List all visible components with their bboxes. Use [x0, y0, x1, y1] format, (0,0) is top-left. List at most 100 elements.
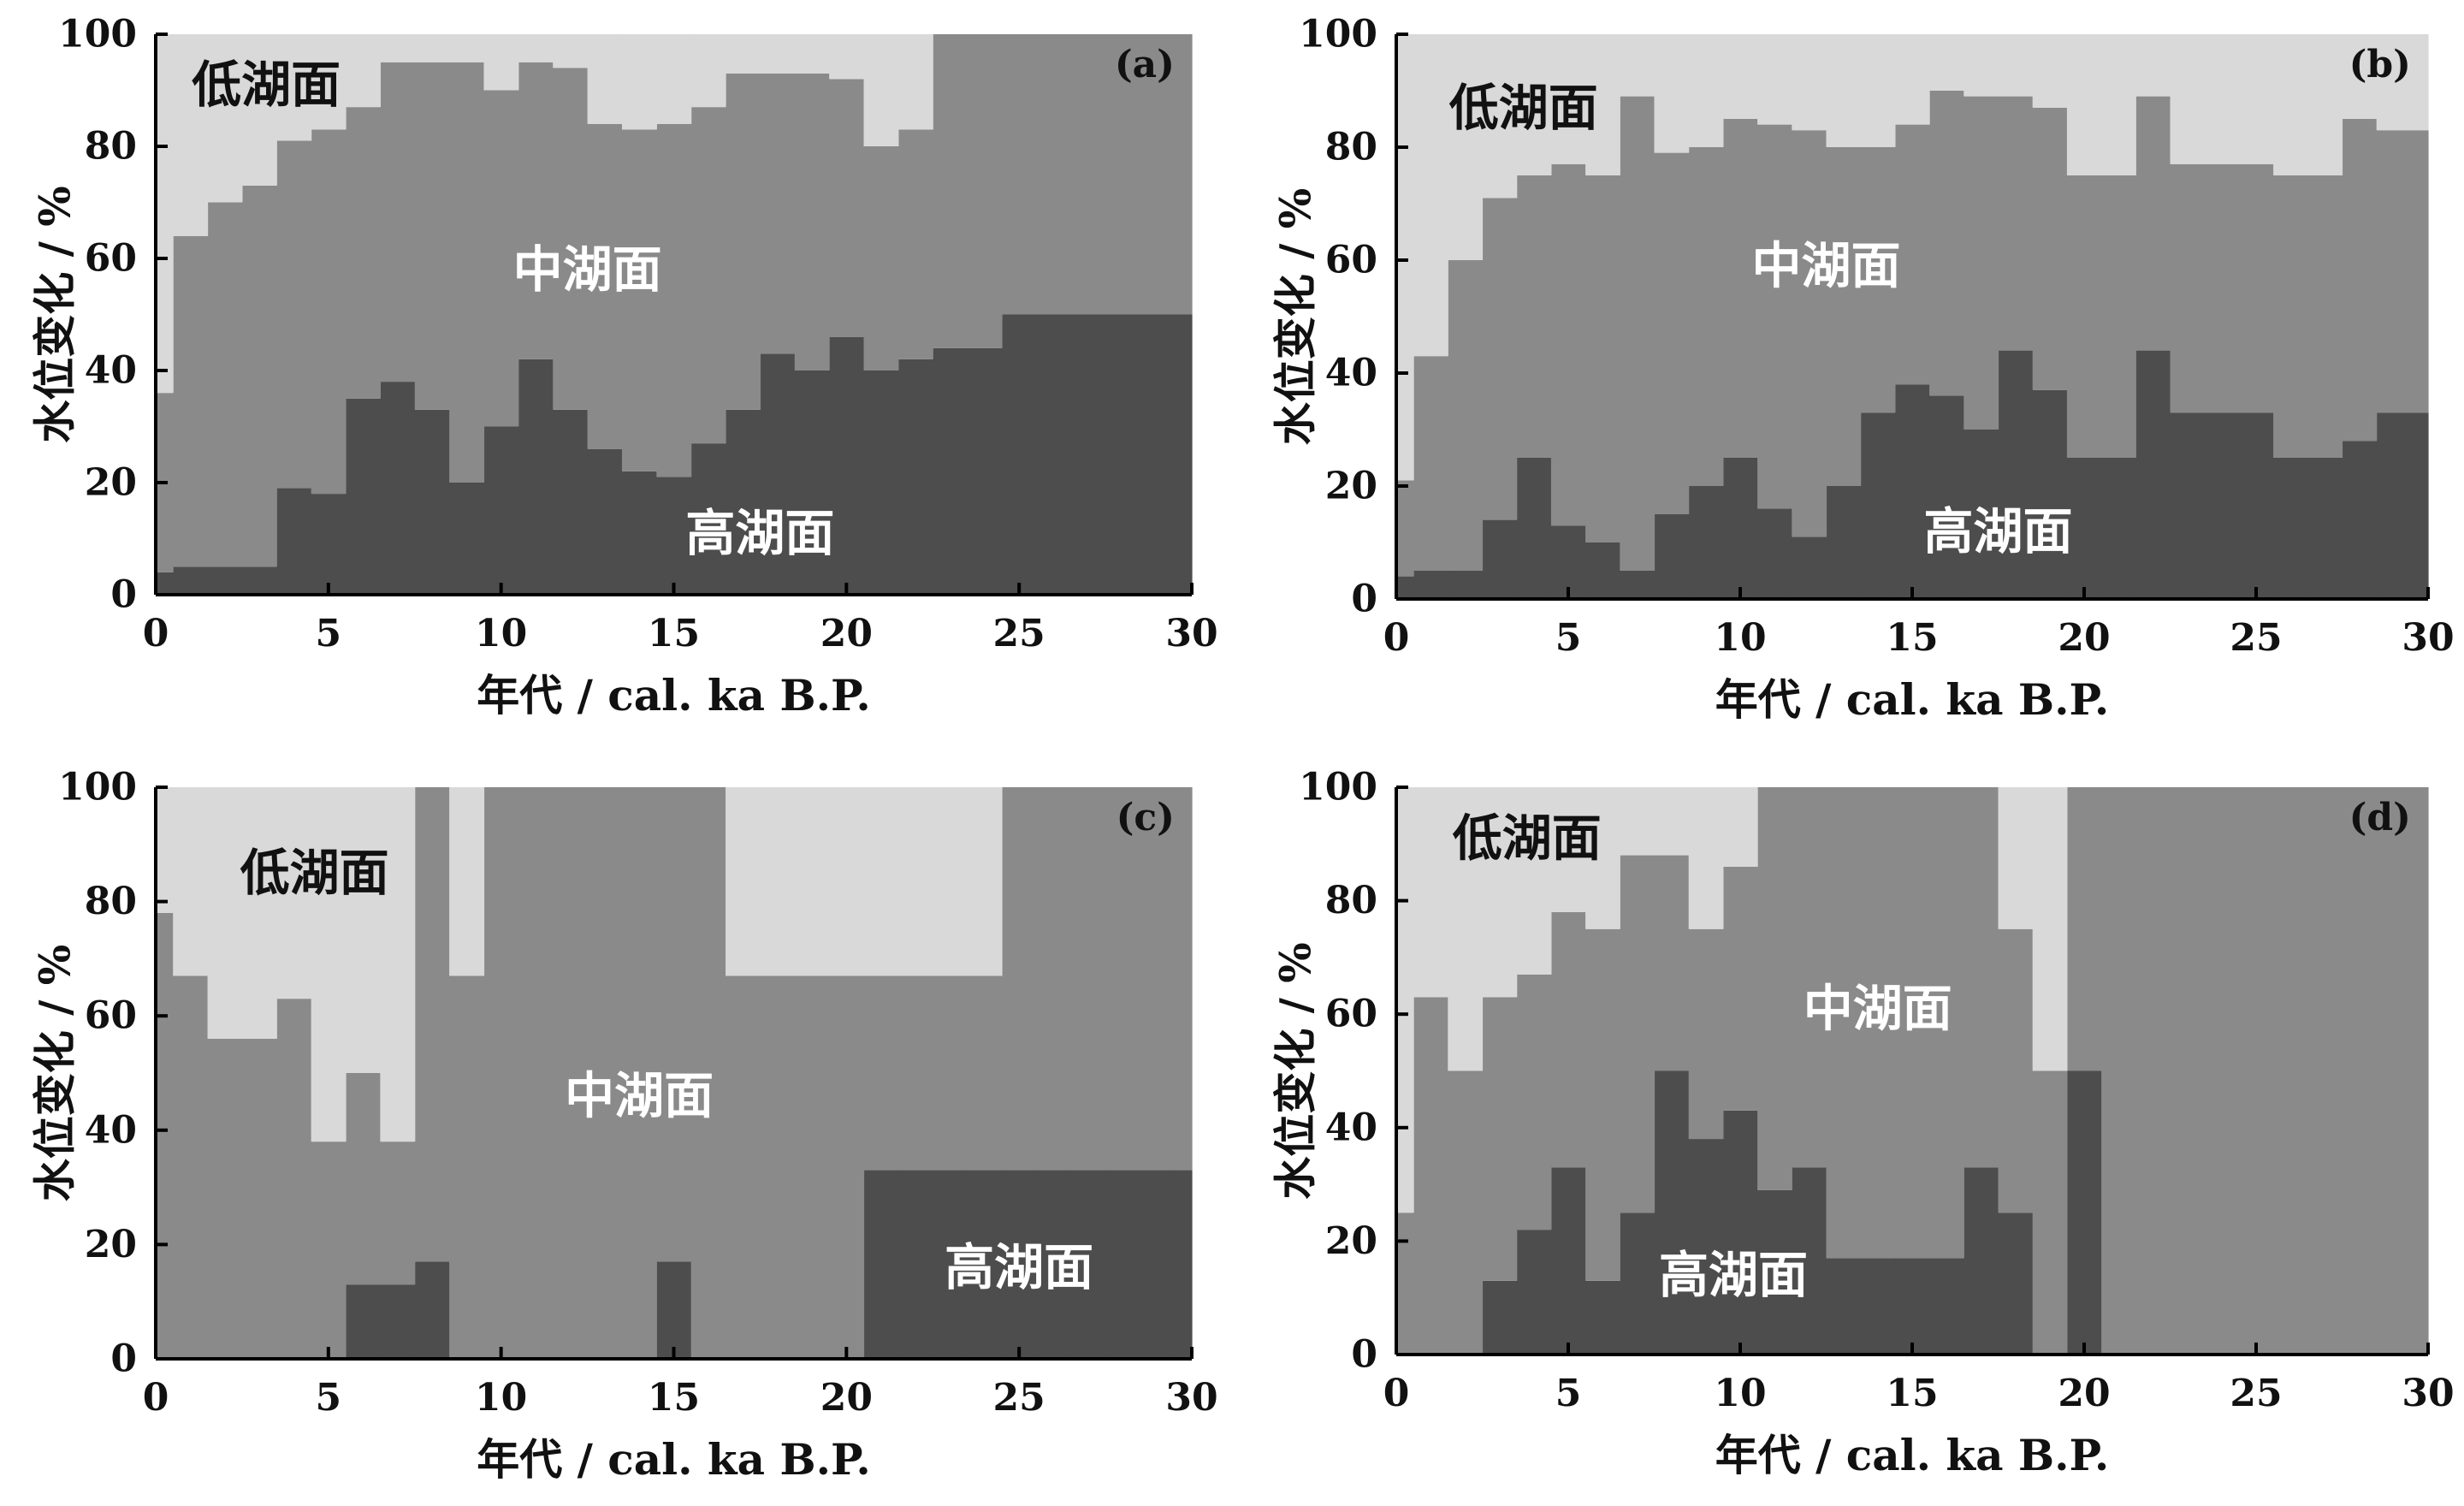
high-lake-level-bar	[1826, 1258, 1862, 1355]
mid-lake-level-bar	[414, 62, 450, 410]
high-lake-level-bar	[1070, 314, 1106, 595]
low-lake-level-bar	[760, 34, 796, 74]
x-tick-label: 30	[1165, 1376, 1217, 1420]
mid-lake-level-bar	[2342, 119, 2378, 442]
low-lake-level-bar	[1516, 787, 1552, 975]
high-lake-level-bar	[897, 359, 933, 595]
low-lake-level-bar	[1688, 787, 1724, 929]
high-lake-level-bar	[760, 353, 796, 595]
high-lake-level-bar	[2032, 389, 2068, 599]
mid-lake-level-bar	[621, 787, 657, 1359]
high-lake-level-bar	[276, 488, 312, 595]
low-lake-level-bar	[1998, 787, 2034, 929]
mid-lake-level-bar	[2204, 787, 2240, 1355]
low-lake-level-bar	[621, 34, 657, 130]
mid-lake-level-bar	[346, 1073, 381, 1285]
high-lake-level-label: 高湖面	[1659, 1246, 1808, 1304]
x-tick-label: 25	[2230, 616, 2282, 660]
y-tick-label: 80	[85, 125, 137, 169]
x-tick-label: 0	[143, 1376, 169, 1420]
mid-lake-level-bar	[518, 787, 554, 1359]
mid-lake-level-bar	[690, 787, 726, 1359]
mid-lake-level-bar	[1654, 855, 1690, 1071]
mid-lake-level-bar	[690, 107, 726, 444]
high-lake-level-bar	[2170, 412, 2206, 599]
y-tick-label: 0	[110, 1337, 137, 1381]
high-lake-level-bar	[156, 572, 174, 595]
mid-lake-level-bar	[1792, 130, 1827, 537]
mid-lake-level-bar	[1516, 974, 1552, 1230]
low-lake-level-bar	[518, 34, 554, 62]
high-lake-level-bar	[207, 566, 243, 595]
low-lake-level-bar	[1585, 34, 1620, 175]
low-lake-level-bar	[656, 34, 692, 124]
mid-lake-level-bar	[449, 975, 485, 1359]
mid-lake-level-bar	[760, 975, 796, 1359]
high-lake-level-bar	[1998, 350, 2034, 599]
low-lake-level-label: 低湖面	[240, 844, 389, 902]
low-lake-level-bar	[2170, 34, 2206, 164]
x-tick-label: 20	[2058, 1372, 2110, 1415]
mid-lake-level-label: 中湖面	[565, 1067, 714, 1125]
mid-lake-level-label: 中湖面	[1804, 980, 1952, 1038]
low-lake-level-bar	[1516, 34, 1552, 175]
low-lake-level-bar	[276, 34, 312, 141]
mid-lake-level-bar	[1396, 1213, 1414, 1355]
y-tick-label: 20	[85, 1223, 137, 1266]
y-tick-label: 40	[1325, 1106, 1377, 1149]
high-lake-level-bar	[863, 371, 899, 595]
x-tick-label: 30	[1165, 612, 1217, 655]
mid-lake-level-bar	[156, 912, 174, 1359]
low-lake-level-bar	[1413, 787, 1448, 998]
x-tick-label: 10	[1714, 616, 1766, 660]
y-tick-label: 40	[85, 1108, 137, 1152]
high-lake-level-bar	[483, 426, 519, 595]
mid-lake-level-bar	[553, 68, 589, 410]
low-lake-level-bar	[311, 34, 346, 130]
low-lake-level-bar	[449, 34, 485, 62]
low-lake-level-bar	[346, 787, 381, 1073]
low-lake-level-bar	[587, 34, 623, 124]
mid-lake-level-bar	[1654, 152, 1690, 514]
low-lake-level-bar	[1860, 34, 1896, 147]
high-lake-level-bar	[1826, 486, 1862, 599]
mid-lake-level-bar	[587, 787, 623, 1359]
panel-label: (d)	[2349, 796, 2411, 839]
low-lake-level-bar	[2342, 34, 2378, 119]
y-tick-label: 100	[58, 766, 137, 809]
high-lake-level-bar	[2101, 458, 2136, 599]
high-lake-level-bar	[1654, 1070, 1690, 1355]
y-tick-label: 100	[1299, 766, 1377, 809]
mid-lake-level-bar	[1894, 787, 1930, 1259]
panel-a: 0 20 40 60 80 100 0 5 10 15 20 25 30 年代 / cal. ka B.P…	[30, 13, 1218, 721]
mid-lake-level-bar	[1140, 34, 1176, 315]
mid-lake-level-bar	[173, 235, 209, 567]
high-lake-level-bar	[2066, 1070, 2102, 1355]
y-tick-label: 60	[85, 994, 137, 1038]
high-lake-level-bar	[1413, 571, 1448, 599]
high-lake-level-bar	[1792, 537, 1827, 599]
x-axis-title: 年代 / cal. ka B.P.	[477, 1434, 871, 1485]
mid-lake-level-bar	[2204, 163, 2240, 413]
low-lake-level-bar	[2032, 34, 2068, 108]
low-lake-level-bar	[897, 34, 933, 130]
mid-lake-level-bar	[1174, 787, 1193, 1171]
mid-lake-level-bar	[1585, 928, 1620, 1281]
high-lake-level-bar	[449, 483, 485, 595]
low-lake-level-bar	[1550, 787, 1586, 912]
high-lake-level-bar	[1140, 314, 1176, 595]
high-lake-level-bar	[241, 566, 277, 595]
mid-lake-level-bar	[483, 90, 519, 427]
low-lake-level-bar	[207, 34, 243, 203]
mid-lake-level-bar	[276, 140, 312, 489]
mid-lake-level-bar	[1688, 147, 1724, 486]
y-axis-title: 水位变化 / %	[30, 945, 80, 1202]
mid-lake-level-bar	[2376, 787, 2412, 1355]
x-tick-label: 5	[316, 612, 342, 655]
mid-lake-level-bar	[276, 999, 312, 1359]
high-lake-level-label: 高湖面	[945, 1238, 1093, 1296]
x-tick-label: 0	[143, 612, 169, 655]
mid-lake-level-bar	[1070, 34, 1106, 315]
low-lake-level-bar	[173, 34, 209, 236]
y-tick-label: 80	[1325, 126, 1377, 169]
